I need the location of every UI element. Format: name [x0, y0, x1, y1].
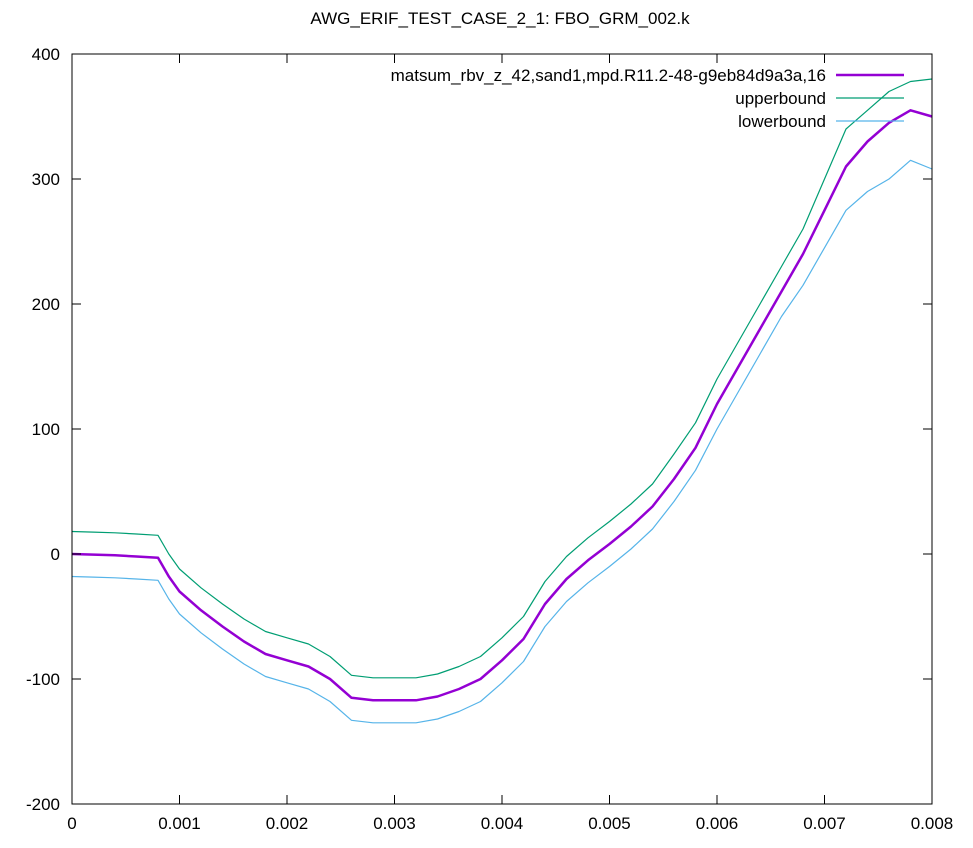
y-tick-label: 200: [32, 295, 60, 314]
legend-label: lowerbound: [738, 112, 826, 131]
x-tick-label: 0.008: [911, 814, 954, 833]
series-line-main: [71, 109, 933, 702]
x-tick-label: 0.002: [266, 814, 309, 833]
x-tick-label: 0.001: [158, 814, 201, 833]
x-tick-label: 0.004: [481, 814, 524, 833]
series-layer: [71, 78, 933, 724]
legend: matsum_rbv_z_42,sand1,mpd.R11.2-48-g9eb8…: [391, 66, 904, 131]
y-tick-label: 100: [32, 420, 60, 439]
legend-label: upperbound: [735, 89, 826, 108]
chart-title: AWG_ERIF_TEST_CASE_2_1: FBO_GRM_002.k: [310, 9, 690, 28]
axis-ticks: 0 0.001 0.002 0.003 0.004 0.005 0.006 0.007 0.00…: [26, 45, 953, 833]
y-tick-label: 300: [32, 170, 60, 189]
y-tick-label: 0: [51, 545, 60, 564]
legend-label: matsum_rbv_z_42,sand1,mpd.R11.2-48-g9eb8…: [391, 66, 826, 85]
y-tick-label: -200: [26, 795, 60, 814]
x-tick-label: 0: [67, 814, 76, 833]
y-tick-label: -100: [26, 670, 60, 689]
series-line-upperbound: [71, 78, 933, 679]
x-tick-label: 0.005: [588, 814, 631, 833]
x-tick-label: 0.006: [696, 814, 739, 833]
x-tick-label: 0.007: [803, 814, 846, 833]
y-tick-label: 400: [32, 45, 60, 64]
plot-frame: [71, 53, 933, 805]
series-line-lowerbound: [71, 159, 933, 724]
x-tick-label: 0.003: [373, 814, 416, 833]
